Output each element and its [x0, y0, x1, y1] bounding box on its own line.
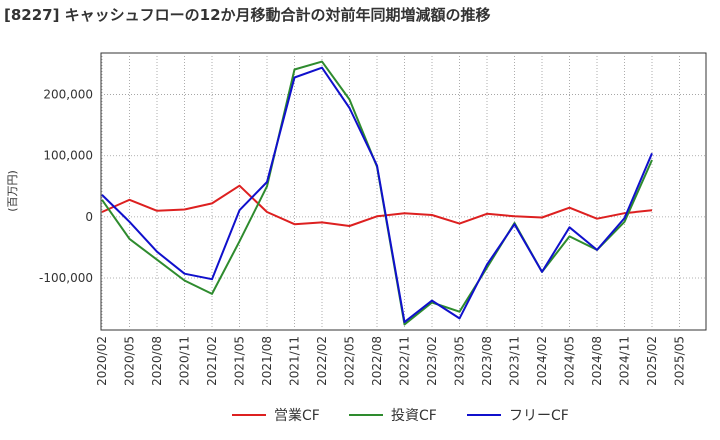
y-tick-label: 0: [85, 210, 93, 224]
chart-title: [8227] キャッシュフローの12か月移動合計の対前年同期増減額の推移: [4, 6, 491, 24]
series-line-1: [101, 184, 653, 227]
y-tick-label: 100,000: [43, 149, 93, 163]
x-tick-label: 2020/02: [95, 336, 109, 386]
x-tick-label: 2020/08: [150, 336, 164, 386]
x-tick-labels: 2020/02 2020/05 2020/08 2020/11 2021/02 2021/…: [95, 336, 687, 386]
x-tick-label: 2024/05: [563, 336, 577, 386]
x-tick-label: 2022/02: [315, 336, 329, 386]
grid-lines: [101, 53, 706, 330]
series-line-3: [101, 66, 653, 324]
x-tick-label: 2024/08: [590, 336, 604, 386]
x-tick-label: 2020/05: [123, 336, 137, 386]
x-tick-label: 2024/02: [535, 336, 549, 386]
x-tick-label: 2023/11: [508, 336, 522, 386]
y-tick-label: -100,000: [39, 271, 93, 285]
x-tick-label: 2024/11: [618, 336, 632, 386]
x-tick-label: 2023/05: [453, 336, 467, 386]
x-tick-label: 2022/08: [370, 336, 384, 386]
x-tick-label: 2021/02: [205, 336, 219, 386]
legend-label-3: フリーCF: [509, 408, 569, 424]
x-tick-label: 2025/02: [645, 336, 659, 386]
y-tick-labels: 200,000 100,000 0 -100,000: [39, 88, 93, 285]
x-tick-label: 2023/02: [425, 336, 439, 386]
y-tick-label: 200,000: [43, 88, 93, 102]
legend-label-2: 投資CF: [391, 408, 437, 424]
x-tick-label: 2025/05: [673, 336, 687, 386]
series-lines: [101, 60, 653, 326]
y-axis-label: (百万円): [6, 170, 19, 212]
legend: 営業CF 投資CF フリーCF: [232, 408, 569, 424]
x-tick-label: 2023/08: [480, 336, 494, 386]
x-tick-label: 2020/11: [178, 336, 192, 386]
x-tick-label: 2021/05: [233, 336, 247, 386]
x-tick-label: 2021/11: [288, 336, 302, 386]
legend-label-1: 営業CF: [274, 408, 320, 424]
x-tick-label: 2022/11: [398, 336, 412, 386]
plot-area: [100, 52, 707, 331]
x-tick-label: 2022/05: [343, 336, 357, 386]
x-tick-label: 2021/08: [260, 336, 274, 386]
